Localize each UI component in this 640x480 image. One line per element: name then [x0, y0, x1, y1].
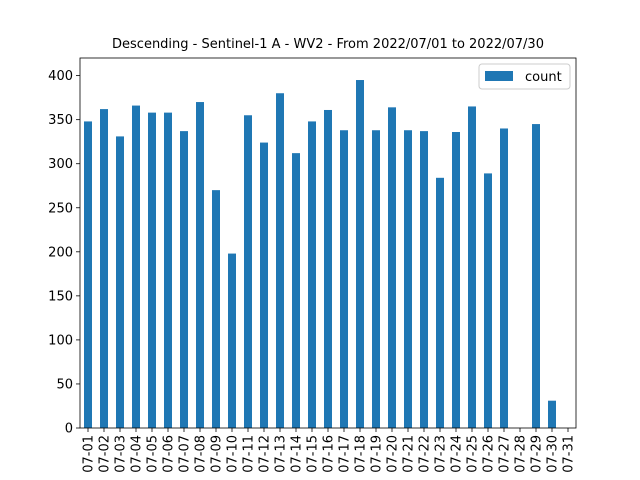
y-tick-label: 400: [48, 69, 73, 84]
bar-07-29: [532, 124, 540, 429]
x-tick-label: 07-07: [178, 435, 193, 473]
bar-07-14: [292, 153, 300, 428]
bar-07-10: [228, 253, 236, 428]
x-tick-label: 07-16: [322, 435, 337, 473]
x-tick-label: 07-09: [210, 435, 225, 473]
y-tick-label: 100: [48, 333, 73, 348]
x-tick-label: 07-29: [530, 435, 545, 473]
bar-07-06: [164, 112, 172, 428]
bar-07-11: [244, 115, 252, 428]
x-tick-label: 07-15: [306, 435, 321, 473]
bar-07-30: [548, 400, 556, 428]
bar-07-21: [404, 130, 412, 428]
x-tick-label: 07-12: [258, 435, 273, 473]
legend-box: [478, 63, 571, 90]
bar-07-04: [132, 105, 140, 429]
bar-07-27: [500, 128, 508, 428]
x-tick-label: 07-03: [114, 435, 129, 473]
y-tick-label: 300: [48, 157, 73, 172]
x-tick-label: 07-01: [82, 435, 97, 473]
plot-frame: [79, 57, 577, 429]
x-tick-label: 07-06: [162, 435, 177, 473]
x-tick-label: 07-24: [450, 435, 465, 473]
bar-07-03: [116, 136, 124, 428]
bar-07-07: [180, 131, 188, 428]
legend-swatch: [485, 71, 513, 81]
x-tick-label: 07-14: [290, 435, 305, 473]
x-tick-label: 07-28: [514, 435, 529, 473]
bar-07-12: [260, 142, 268, 429]
bar-07-23: [436, 177, 444, 428]
y-tick-label: 150: [48, 289, 73, 304]
y-tick-label: 50: [56, 377, 73, 392]
x-tick-label: 07-18: [354, 435, 369, 473]
x-tick-label: 07-26: [482, 435, 497, 473]
legend-label: count: [525, 70, 562, 85]
bar-07-09: [212, 190, 220, 428]
bar-07-25: [468, 106, 476, 428]
x-tick-label: 07-30: [546, 435, 561, 473]
bar-07-26: [484, 173, 492, 428]
bar-07-05: [148, 112, 156, 428]
legend: count: [478, 63, 571, 90]
bars: [84, 80, 556, 429]
x-tick-label: 07-31: [562, 435, 577, 473]
bar-07-20: [388, 107, 396, 428]
x-tick-label: 07-17: [338, 435, 353, 473]
y-axis: 0 50 100 150 200 250 300 350 400: [48, 69, 80, 437]
bar-07-18: [356, 80, 364, 429]
x-tick-label: 07-19: [370, 435, 385, 473]
x-tick-label: 07-25: [466, 435, 481, 473]
x-axis: 07-01 07-02 07-03 07-04 07-05 07-06 07-07 07-08…: [82, 428, 577, 473]
x-tick-label: 07-04: [130, 435, 145, 473]
bar-07-02: [100, 109, 108, 428]
y-tick-label: 250: [48, 201, 73, 216]
x-tick-label: 07-23: [434, 435, 449, 473]
bar-07-13: [276, 93, 284, 428]
bar-07-08: [196, 102, 204, 429]
y-tick-label: 0: [65, 422, 73, 437]
bar-07-16: [324, 109, 332, 428]
bar-07-22: [420, 131, 428, 428]
x-tick-label: 07-27: [498, 435, 513, 473]
x-tick-label: 07-02: [98, 435, 113, 473]
bar-07-19: [372, 130, 380, 428]
bar-07-17: [340, 130, 348, 428]
bar-07-15: [308, 121, 316, 428]
bar-07-24: [452, 132, 460, 428]
chart-title: Descending - Sentinel-1 A - WV2 - From 2…: [112, 37, 544, 52]
x-tick-label: 07-11: [242, 435, 257, 473]
x-tick-label: 07-22: [418, 435, 433, 473]
y-tick-label: 350: [48, 113, 73, 128]
y-tick-label: 200: [48, 245, 73, 260]
x-tick-label: 07-20: [386, 435, 401, 473]
x-tick-label: 07-10: [226, 435, 241, 473]
bar-07-01: [84, 121, 92, 428]
x-tick-label: 07-13: [274, 435, 289, 473]
x-tick-label: 07-08: [194, 435, 209, 473]
x-tick-label: 07-21: [402, 435, 417, 473]
x-tick-label: 07-05: [146, 435, 161, 473]
